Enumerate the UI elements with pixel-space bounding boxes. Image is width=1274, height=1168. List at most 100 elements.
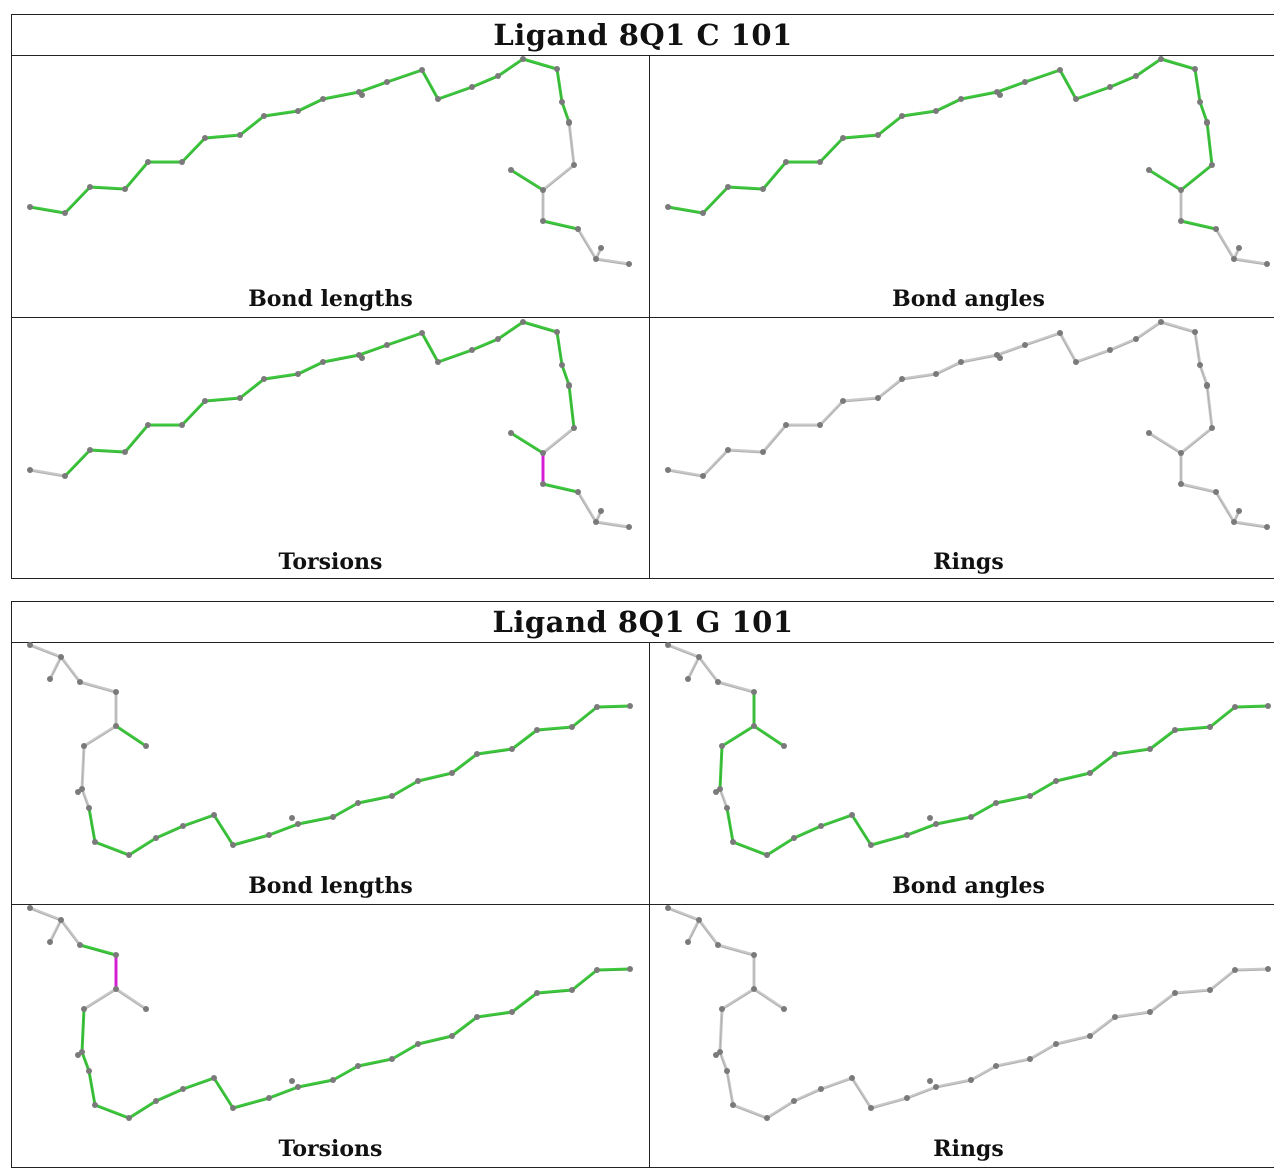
bond-shade bbox=[213, 1078, 234, 1110]
bond-shade bbox=[29, 207, 66, 215]
atom bbox=[449, 1033, 455, 1039]
atom bbox=[81, 1006, 87, 1012]
bond bbox=[154, 1087, 185, 1103]
atom bbox=[700, 473, 706, 479]
bond bbox=[28, 906, 63, 922]
atom bbox=[594, 967, 600, 973]
bond-shade bbox=[727, 450, 764, 454]
divider-horizontal bbox=[12, 904, 1274, 905]
bond bbox=[48, 655, 63, 681]
atom bbox=[143, 743, 149, 749]
bond bbox=[509, 168, 545, 192]
atom bbox=[295, 1084, 301, 1090]
bond bbox=[718, 787, 729, 810]
bond bbox=[934, 815, 973, 826]
atom bbox=[559, 99, 565, 105]
atom bbox=[1057, 67, 1063, 73]
bond bbox=[567, 383, 576, 430]
bond-shade bbox=[793, 826, 822, 840]
bond bbox=[127, 836, 158, 857]
bond-shade bbox=[115, 989, 147, 1011]
bond bbox=[78, 943, 118, 957]
bond bbox=[570, 968, 599, 992]
bond-shade bbox=[732, 842, 768, 857]
bond bbox=[1054, 1034, 1092, 1046]
bond-shade bbox=[417, 773, 453, 783]
atom bbox=[958, 359, 964, 365]
bond-shade bbox=[970, 1066, 997, 1082]
bond bbox=[969, 1064, 998, 1082]
atom bbox=[320, 359, 326, 365]
bond bbox=[995, 80, 1027, 94]
bond bbox=[934, 97, 963, 113]
bond-shade bbox=[322, 355, 360, 364]
bond bbox=[731, 840, 769, 857]
molecule-view bbox=[27, 56, 632, 267]
bond bbox=[181, 813, 216, 828]
bond-shade bbox=[970, 803, 997, 819]
bond-shade bbox=[753, 989, 785, 1011]
bond-shade bbox=[232, 1098, 270, 1110]
atom bbox=[719, 1006, 725, 1012]
bond-shade bbox=[297, 817, 334, 826]
bond bbox=[994, 794, 1032, 805]
atom bbox=[1027, 793, 1033, 799]
bond bbox=[521, 320, 559, 334]
atom bbox=[113, 952, 119, 958]
bond bbox=[576, 227, 598, 261]
bond-shade bbox=[437, 350, 473, 364]
bond-shade bbox=[81, 1009, 85, 1054]
bond bbox=[510, 728, 539, 751]
bond-shade bbox=[995, 1059, 1031, 1068]
bond bbox=[752, 987, 786, 1011]
atom bbox=[868, 842, 874, 848]
bond-shade bbox=[451, 1017, 478, 1038]
atom bbox=[153, 1098, 159, 1104]
atom bbox=[781, 1006, 787, 1012]
molecule-view bbox=[665, 319, 1270, 530]
bond bbox=[666, 468, 705, 478]
bond bbox=[934, 360, 963, 376]
atom bbox=[126, 1115, 132, 1121]
atom bbox=[818, 1086, 824, 1092]
bond-shade bbox=[322, 92, 360, 101]
atom bbox=[665, 467, 671, 473]
atom bbox=[1087, 770, 1093, 776]
bond bbox=[819, 813, 854, 828]
bond-shade bbox=[124, 162, 149, 191]
bond bbox=[594, 257, 631, 266]
atom bbox=[1192, 66, 1198, 72]
bond-shade bbox=[1233, 259, 1268, 266]
bond-shade bbox=[522, 322, 558, 334]
bond bbox=[231, 1096, 271, 1110]
bond bbox=[876, 377, 904, 400]
atom bbox=[86, 805, 92, 811]
atom bbox=[1192, 329, 1198, 335]
bond bbox=[666, 643, 701, 659]
molecule-view bbox=[665, 905, 1271, 1121]
atom bbox=[1087, 1033, 1093, 1039]
bond-shade bbox=[182, 1078, 215, 1091]
atom bbox=[359, 92, 365, 98]
atom bbox=[569, 724, 575, 730]
bond-shade bbox=[268, 824, 299, 837]
atom bbox=[1178, 450, 1184, 456]
bond bbox=[321, 90, 361, 101]
bond-shade bbox=[79, 682, 117, 694]
atom bbox=[179, 422, 185, 428]
bond bbox=[80, 744, 86, 791]
atom bbox=[62, 473, 68, 479]
bond bbox=[1193, 67, 1202, 104]
bond-shade bbox=[935, 817, 972, 826]
bond-shade bbox=[1059, 333, 1077, 364]
atom bbox=[598, 245, 604, 251]
atom bbox=[495, 336, 501, 342]
atom bbox=[1147, 746, 1153, 752]
molecule-view bbox=[665, 56, 1270, 267]
bond bbox=[560, 100, 571, 124]
bond-shade bbox=[79, 945, 117, 957]
bond bbox=[701, 448, 730, 478]
bond bbox=[595, 967, 632, 972]
bond bbox=[1108, 74, 1138, 89]
bond-shade bbox=[437, 87, 473, 101]
